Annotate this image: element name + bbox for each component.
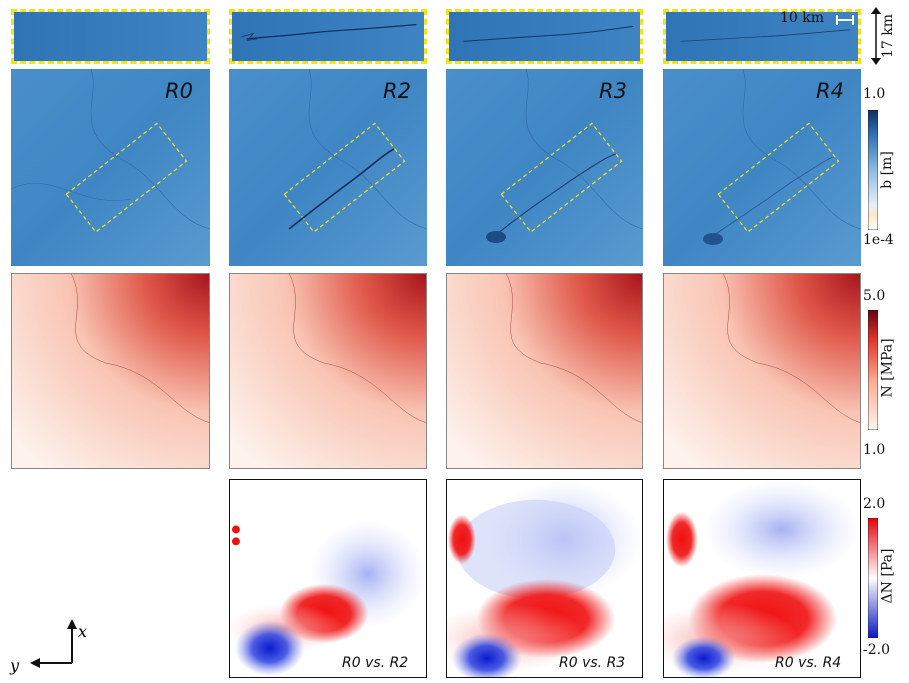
panel-label-r3: R3 (599, 79, 627, 103)
axis-indicator (30, 619, 77, 668)
dn-map-r0-r4 (663, 479, 861, 678)
colorbar-n-min: 1.0 (863, 442, 886, 458)
colorbar-dn-min: -2.0 (863, 642, 890, 658)
strip-r2 (229, 9, 427, 64)
colorbar-b-title: b [m] (878, 151, 895, 189)
scalebar-vertical-arrow (871, 7, 881, 65)
dn-map-r0-r3 (446, 479, 643, 678)
b-map-r2 (229, 69, 427, 266)
colorbar-b (868, 110, 878, 230)
colorbar-dn (868, 518, 878, 638)
colorbar-n-title: N [MPa] (879, 338, 896, 398)
colorbar-n-max: 5.0 (863, 288, 886, 304)
panel-label-r4: R4 (816, 79, 844, 103)
n-map-r2 (229, 273, 427, 469)
b-map-r3 (446, 69, 643, 266)
scalebar-vertical-label: 17 km (880, 13, 897, 59)
comparison-label-r3: R0 vs. R3 (559, 655, 626, 671)
colorbar-b-max: 1.0 (863, 86, 886, 102)
b-map-r0 (11, 69, 210, 266)
strip-r0 (11, 9, 210, 64)
colorbar-n (868, 310, 878, 430)
axis-label-x: x (78, 622, 88, 641)
panel-label-r2: R2 (383, 79, 411, 103)
strip-r4 (663, 9, 861, 64)
axis-label-y: y (10, 656, 20, 675)
panel-label-r0: R0 (165, 79, 193, 103)
scalebar-horizontal-bar (836, 19, 854, 21)
n-map-r4 (663, 273, 861, 469)
colorbar-b-min: 1e-4 (863, 232, 894, 248)
comparison-label-r2: R0 vs. R2 (342, 655, 409, 671)
b-map-r4 (663, 69, 861, 266)
colorbar-dn-title: ΔN [Pa] (879, 548, 896, 604)
comparison-label-r4: R0 vs. R4 (775, 655, 842, 671)
colorbar-dn-max: 2.0 (863, 496, 886, 512)
strip-r3 (446, 9, 643, 64)
n-map-r0 (11, 273, 210, 469)
scalebar-horizontal-label: 10 km (780, 10, 825, 26)
n-map-r3 (446, 273, 643, 469)
dn-map-r0-r2 (229, 479, 427, 678)
